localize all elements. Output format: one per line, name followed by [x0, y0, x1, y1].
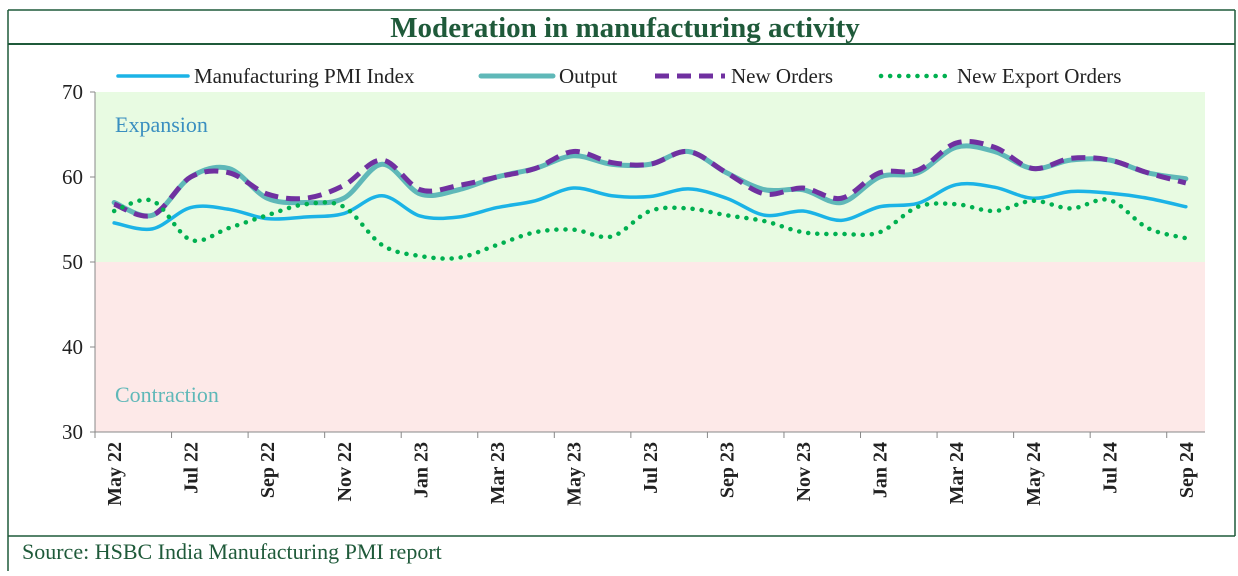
region-label: Expansion — [115, 112, 208, 137]
region — [95, 92, 1205, 262]
series-line — [113, 138, 1187, 219]
x-tick-label: Sep 23 — [717, 442, 739, 498]
y-tick-label: 30 — [62, 420, 83, 444]
x-tick-label: Sep 24 — [1176, 442, 1198, 498]
y-tick-label: 50 — [62, 250, 83, 274]
x-tick-label: Sep 22 — [257, 442, 279, 498]
series-line — [111, 197, 1189, 261]
chart-title: Moderation in manufacturing activity — [390, 12, 860, 44]
x-tick-label: May 24 — [1023, 442, 1045, 506]
y-tick-label: 70 — [62, 80, 83, 104]
series-line — [111, 143, 1189, 219]
x-tick-label: Jul 22 — [181, 442, 203, 494]
legend-label: New Export Orders — [957, 64, 1121, 88]
legend-label: Manufacturing PMI Index — [194, 64, 415, 88]
x-tick-label: Jan 24 — [870, 442, 892, 498]
x-tick-label: Mar 23 — [487, 442, 509, 504]
x-tick-label: Jan 23 — [410, 442, 432, 498]
region — [95, 262, 1205, 432]
x-tick-label: Mar 24 — [946, 442, 968, 504]
y-tick-label: 40 — [62, 335, 83, 359]
x-tick-label: Nov 22 — [334, 442, 356, 501]
legend-label: Output — [559, 64, 618, 88]
x-tick-label: Jul 24 — [1099, 442, 1121, 494]
source: Source: HSBC India Manufacturing PMI rep… — [22, 539, 442, 564]
x-tick-label: Jul 23 — [640, 442, 662, 494]
x-tick-label: May 23 — [563, 442, 585, 506]
x-tick-label: Nov 23 — [793, 442, 815, 501]
y-tick-label: 60 — [62, 165, 83, 189]
legend-label: New Orders — [731, 64, 833, 88]
series-line — [112, 181, 1188, 232]
region-label: Contraction — [115, 382, 219, 407]
x-tick-label: May 22 — [104, 442, 126, 506]
